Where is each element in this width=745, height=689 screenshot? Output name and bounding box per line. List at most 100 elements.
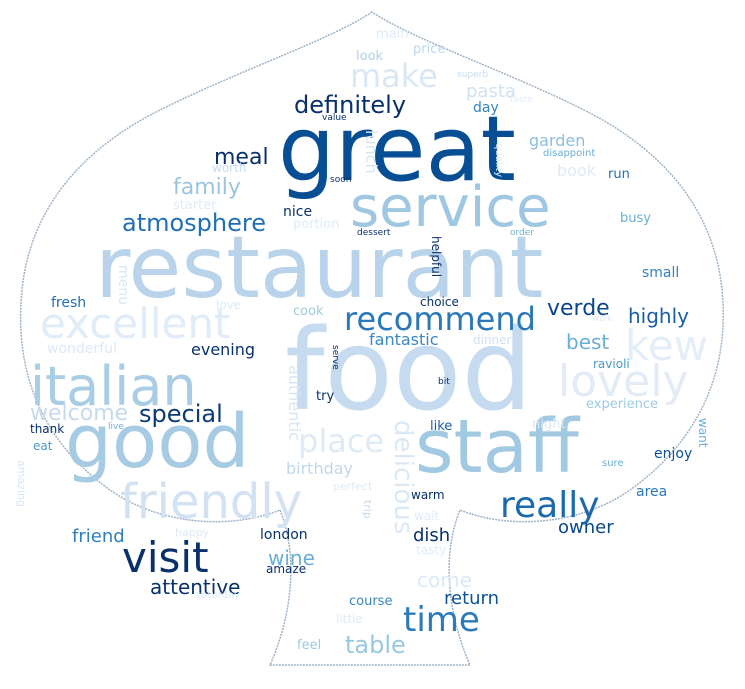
word-come: come (417, 568, 473, 592)
word-really: really (500, 485, 600, 526)
word-price: price (413, 42, 446, 57)
word-quality: quality (493, 143, 504, 178)
word-order: order (510, 228, 534, 238)
word-worth: worth (212, 161, 247, 175)
word-warm: warm (411, 488, 445, 502)
word-amaze: amaze (266, 562, 307, 576)
word-welcome: welcome (30, 401, 129, 426)
word-lovely: lovely (558, 356, 689, 407)
word-visit: visit (122, 533, 209, 582)
word-walk: walk (592, 314, 613, 324)
word-time: time (403, 600, 480, 640)
word-family: family (173, 175, 241, 200)
word-restaurant: restaurant (95, 218, 544, 318)
word-meal: meal (214, 145, 269, 170)
word-night: night (532, 417, 566, 432)
word-area: area (636, 484, 668, 500)
word-cook: cook (293, 304, 324, 319)
word-run: run (608, 167, 630, 182)
word-soon: soon (330, 175, 352, 185)
word-italian: italian (30, 355, 197, 418)
word-dinner: dinner (473, 333, 512, 347)
word-thank: thank (30, 422, 65, 436)
word-like: like (430, 419, 453, 434)
word-dessert: dessert (357, 228, 391, 238)
word-tasty: tasty (416, 543, 447, 557)
word-good: good (65, 399, 250, 485)
word-wait: wait (414, 509, 440, 523)
word-portion: portion (293, 217, 340, 232)
word-eat: eat (33, 439, 53, 453)
word-feel: feel (297, 638, 322, 653)
word-saturday: saturday (196, 590, 240, 601)
word-kew: kew (625, 321, 709, 370)
word-nice: nice (283, 204, 313, 220)
word-friendly: friendly (120, 474, 303, 530)
word-place: place (298, 422, 385, 460)
word-busy: busy (620, 211, 651, 226)
word-amazing: amazing (15, 460, 28, 507)
word-delicious: delicious (388, 420, 418, 535)
word-garden: garden (529, 131, 586, 150)
word-highly: highly (628, 304, 689, 328)
word-look: look (356, 49, 384, 64)
word-special: special (139, 400, 223, 428)
word-enjoy: enjoy (654, 446, 693, 462)
word-birthday: birthday (286, 459, 354, 478)
word-staff: staff (415, 404, 579, 490)
word-serve: serve (330, 345, 340, 370)
word-experience: experience (586, 397, 659, 412)
word-sure: sure (602, 458, 624, 469)
word-best: best (566, 330, 610, 354)
word-make: make (350, 57, 438, 95)
word-lunch: lunch (362, 130, 381, 174)
word-main: main (376, 27, 409, 42)
word-evening: evening (191, 340, 256, 359)
word-attentive: attentive (150, 575, 241, 599)
word-perfect: perfect (333, 480, 373, 493)
word-happy: happy (175, 526, 210, 539)
word-small: small (642, 265, 680, 281)
word-trip: trip (361, 500, 374, 519)
word-excellent: excellent (40, 299, 231, 348)
word-wonderful: wonderful (47, 341, 117, 357)
word-superb: superb (457, 70, 489, 80)
word-return: return (444, 588, 500, 609)
word-disappoint: disappoint (543, 148, 596, 159)
word-menu: menu (115, 265, 131, 305)
word-atmosphere: atmosphere (122, 209, 266, 237)
word-definitely: definitely (294, 91, 407, 119)
word-value: value (322, 113, 347, 123)
word-ravioli: ravioli (593, 357, 630, 371)
word-verde: verde (547, 296, 610, 321)
word-taste: taste (510, 95, 533, 105)
word-dish: dish (413, 525, 451, 546)
word-want: want (696, 418, 710, 448)
word-book: book (557, 161, 596, 180)
word-love: love (216, 298, 242, 312)
word-fresh: fresh (51, 295, 87, 311)
word-table: table (345, 631, 406, 659)
word-little: little (336, 612, 363, 626)
word-recommend: recommend (344, 300, 536, 338)
word-day: day (473, 100, 499, 116)
word-pasta: pasta (466, 81, 516, 102)
word-course: course (349, 594, 393, 609)
word-helpful: helpful (429, 236, 443, 278)
word-friend: friend (72, 526, 125, 547)
word-service: service (350, 175, 551, 240)
word-authentic: authentic (285, 365, 304, 441)
word-live: live (108, 422, 124, 432)
word-bit: bit (438, 377, 450, 387)
word-food: food (285, 306, 533, 436)
word-london: london (260, 527, 308, 543)
word-wine: wine (268, 546, 315, 570)
word-try: try (316, 389, 335, 404)
word-choice: choice (420, 295, 459, 309)
word-owner: owner (558, 517, 614, 538)
word-great: great (278, 97, 516, 202)
word-starter: starter (173, 198, 217, 213)
word-fantastic: fantastic (369, 330, 439, 349)
